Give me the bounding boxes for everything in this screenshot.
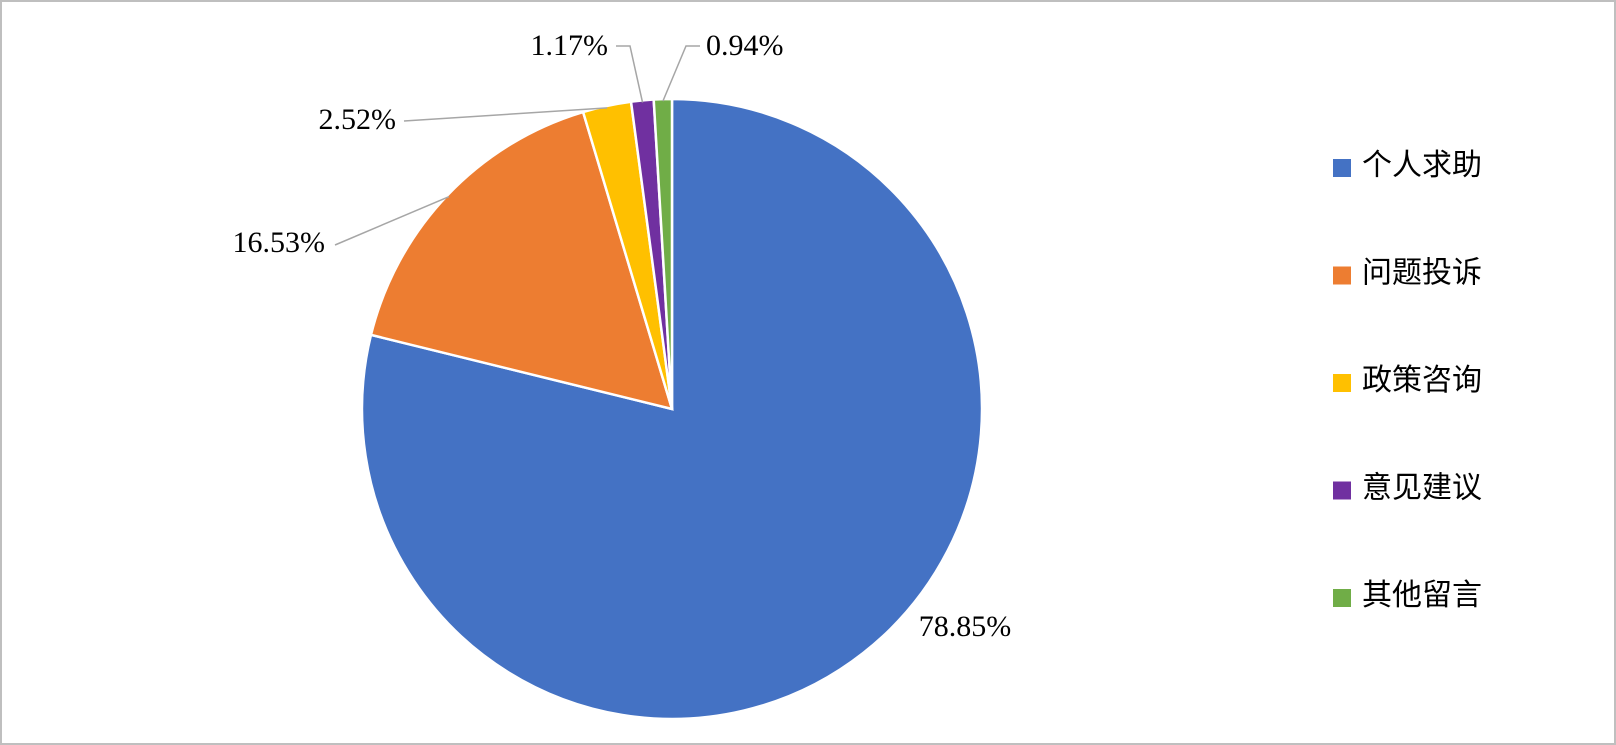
legend-swatch: [1333, 159, 1351, 177]
data-label: 1.17%: [531, 29, 609, 62]
legend-label: 问题投诉: [1362, 256, 1482, 289]
pie-slice: [652, 97, 674, 410]
data-label: 2.52%: [319, 103, 397, 136]
legend-swatch: [1333, 266, 1351, 285]
leader-line: [616, 45, 644, 103]
data-label: 0.94%: [706, 29, 784, 62]
pie-slice: [360, 97, 984, 721]
legend-swatch: [1333, 374, 1351, 392]
legend-swatch: [1333, 589, 1351, 607]
legend-label: 个人求助: [1362, 149, 1482, 182]
legend-label: 政策咨询: [1362, 364, 1482, 397]
legend-label: 其他留言: [1362, 579, 1482, 612]
data-label: 78.85%: [919, 610, 1012, 643]
leader-line: [662, 45, 700, 102]
pie-slice: [369, 110, 674, 411]
leader-line: [403, 107, 608, 122]
leader-line: [334, 195, 450, 246]
data-label: 16.53%: [233, 226, 326, 259]
legend-label: 意见建议: [1362, 471, 1482, 504]
legend-swatch: [1333, 481, 1351, 500]
